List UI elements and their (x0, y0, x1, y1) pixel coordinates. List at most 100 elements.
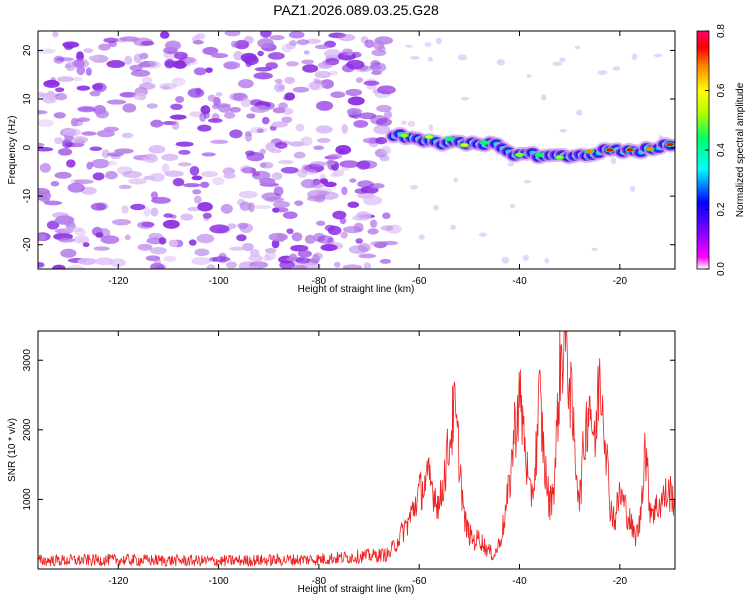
noise-cell (60, 248, 77, 258)
noise-cell (248, 254, 263, 262)
noise-cell (95, 232, 104, 238)
noise-cell (544, 258, 550, 264)
noise-cell (76, 51, 84, 62)
noise-cell (356, 160, 371, 170)
noise-cell (39, 163, 52, 173)
noise-cell (341, 166, 350, 171)
noise-cell (58, 237, 75, 243)
noise-cell (432, 204, 439, 211)
noise-cell (268, 232, 288, 242)
noise-cell (38, 233, 47, 242)
noise-cell (133, 53, 143, 64)
noise-cell (91, 83, 104, 91)
noise-cell (653, 53, 663, 58)
noise-cell (196, 233, 215, 244)
noise-cell (239, 223, 254, 234)
noise-cell (239, 201, 252, 211)
noise-cell (280, 166, 299, 174)
noise-cell (197, 202, 213, 212)
noise-cell (367, 228, 379, 235)
bottom-y-axis-label: SNR (10 * v/v) (7, 418, 18, 482)
noise-cell (55, 92, 68, 101)
noise-cell (163, 213, 174, 218)
noise-cell (354, 188, 368, 194)
noise-cell (238, 79, 254, 89)
noise-cell (161, 153, 179, 162)
noise-cell (245, 132, 253, 142)
top-y-tick-label: -20 (22, 237, 33, 252)
top-y-axis-label: Frequency (Hz) (7, 116, 18, 185)
spectrogram-frame (37, 30, 676, 270)
noise-cell (175, 95, 185, 103)
noise-cell (296, 39, 309, 46)
noise-cell (81, 131, 97, 136)
noise-cell (260, 31, 272, 38)
noise-cell (194, 248, 210, 257)
noise-cell (278, 160, 294, 165)
noise-cell (316, 137, 331, 144)
noise-cell (341, 48, 353, 56)
noise-cell (209, 224, 230, 234)
noise-cell (229, 106, 241, 113)
noise-cell (288, 31, 305, 39)
noise-cell (341, 123, 348, 134)
noise-cell (358, 112, 377, 120)
noise-cell (317, 235, 334, 244)
noise-cell (460, 96, 470, 101)
noise-cell (80, 186, 97, 195)
noise-cell (301, 59, 314, 65)
noise-cell (229, 92, 245, 101)
noise-cell (83, 48, 94, 53)
noise-cell (170, 103, 183, 111)
noise-cell (265, 62, 278, 70)
noise-cell (212, 256, 231, 263)
colorbar-label: Normalized spectral amplitude (735, 82, 746, 217)
noise-cell (43, 200, 63, 206)
noise-cell (106, 99, 127, 105)
noise-cell (315, 125, 333, 134)
noise-cell (93, 246, 110, 251)
noise-cell (259, 161, 274, 169)
noise-cell (341, 186, 348, 196)
bottom-x-tick-label: -60 (412, 576, 427, 587)
colorbar-tick-label: 0.8 (716, 24, 727, 38)
noise-cell (88, 55, 100, 61)
top-x-tick-label: -100 (209, 276, 229, 287)
noise-cell (162, 219, 180, 229)
noise-cell (291, 264, 308, 269)
noise-cell (66, 159, 76, 168)
noise-cell (330, 173, 339, 178)
noise-cell (148, 232, 163, 240)
noise-cell (77, 106, 96, 113)
noise-cell (106, 160, 118, 166)
top-x-axis-label: Height of straight line (km) (298, 284, 415, 295)
noise-cell (574, 45, 581, 50)
noise-cell (122, 103, 137, 113)
noise-cell (133, 92, 146, 101)
noise-cell (246, 113, 256, 119)
top-x-tick-label: -40 (512, 276, 527, 287)
noise-cell (303, 50, 310, 55)
noise-cell (39, 196, 51, 203)
noise-cell (253, 72, 273, 80)
snr-frame (37, 330, 676, 570)
noise-cell (92, 172, 105, 181)
noise-cell (38, 110, 48, 115)
noise-cell (64, 226, 84, 233)
signal-peak (556, 155, 564, 159)
noise-cell (89, 90, 101, 97)
noise-cell (76, 85, 91, 91)
noise-cell (150, 119, 164, 128)
noise-cell (313, 187, 333, 195)
noise-cell (305, 38, 321, 44)
noise-cell (278, 102, 288, 110)
noise-cell (424, 42, 432, 47)
noise-cell (215, 92, 223, 97)
noise-cell (169, 114, 187, 120)
snr-series (38, 331, 675, 568)
noise-cell (286, 228, 294, 235)
noise-cell (90, 202, 107, 211)
noise-cell (38, 262, 45, 268)
bottom-x-tick-label: -100 (209, 576, 229, 587)
